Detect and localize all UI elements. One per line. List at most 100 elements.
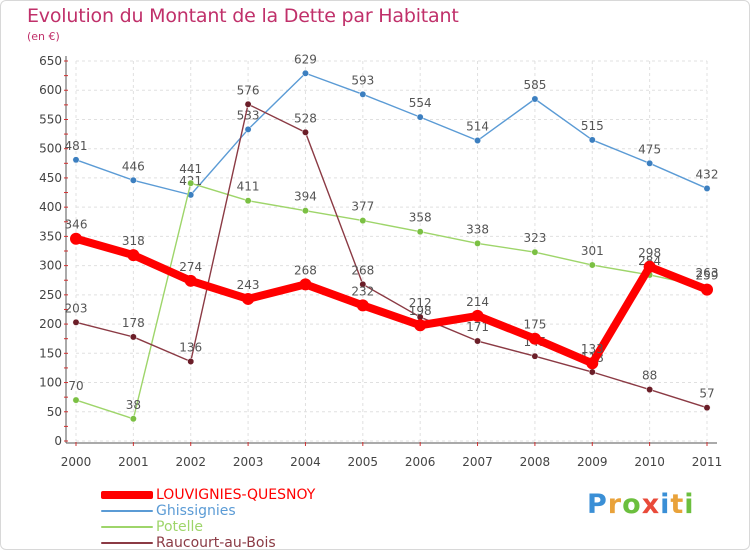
data-point xyxy=(72,396,80,404)
data-label: 175 xyxy=(523,318,546,332)
logo-letter: r xyxy=(607,489,623,520)
y-tick-label: 0 xyxy=(54,434,62,448)
data-point xyxy=(72,156,80,164)
data-label: 298 xyxy=(638,246,661,260)
x-tick-label: 2001 xyxy=(118,455,149,469)
data-point xyxy=(244,197,252,205)
x-tick-label: 2006 xyxy=(405,455,436,469)
data-point xyxy=(359,217,367,225)
legend-swatch xyxy=(101,510,153,512)
data-point xyxy=(646,386,654,394)
data-label: 88 xyxy=(642,369,657,383)
data-point xyxy=(414,319,427,332)
data-point xyxy=(586,357,599,370)
data-point xyxy=(302,207,309,215)
data-point xyxy=(70,232,82,245)
data-label: 301 xyxy=(581,244,604,258)
data-label: 133 xyxy=(581,342,604,356)
data-point xyxy=(471,309,484,322)
data-label: 394 xyxy=(294,190,317,204)
logo-letter: t xyxy=(670,489,685,520)
series-line xyxy=(75,72,708,196)
data-point xyxy=(474,137,481,144)
data-point xyxy=(302,128,309,136)
proxiti-logo: Proxiti xyxy=(587,489,695,520)
data-point xyxy=(187,179,195,187)
x-tick-label: 2011 xyxy=(692,455,723,469)
data-point xyxy=(531,95,539,103)
y-tick-label: 600 xyxy=(39,83,62,97)
data-point xyxy=(528,332,541,345)
y-tick-label: 350 xyxy=(39,229,62,243)
data-label: 533 xyxy=(237,108,260,122)
legend-swatch xyxy=(101,526,153,528)
data-label: 514 xyxy=(466,120,489,134)
x-tick-label: 2004 xyxy=(290,455,321,469)
data-label: 214 xyxy=(466,295,489,309)
data-label: 358 xyxy=(409,211,432,225)
legend-swatch xyxy=(101,491,153,499)
data-point xyxy=(643,260,656,273)
y-tick-label: 650 xyxy=(39,54,62,68)
data-label: 629 xyxy=(294,52,317,66)
data-label: 346 xyxy=(65,218,88,232)
data-label: 318 xyxy=(122,234,145,248)
x-tick-label: 2000 xyxy=(61,455,92,469)
data-point xyxy=(187,358,195,365)
data-label: 198 xyxy=(409,304,432,318)
data-point xyxy=(299,278,312,291)
data-label: 263 xyxy=(696,266,719,280)
data-label: 515 xyxy=(581,119,604,133)
data-label: 243 xyxy=(237,278,260,292)
data-label: 338 xyxy=(466,222,489,236)
data-point xyxy=(242,292,255,305)
y-tick-label: 500 xyxy=(39,142,62,156)
data-label: 136 xyxy=(179,340,202,354)
data-point xyxy=(416,228,424,236)
logo-letter: x xyxy=(641,489,661,520)
legend-label: Raucourt-au-Bois xyxy=(156,535,276,550)
chart-title: Evolution du Montant de la Dette par Hab… xyxy=(27,5,459,27)
x-tick-label: 2007 xyxy=(462,455,493,469)
data-point xyxy=(72,318,80,326)
data-label: 203 xyxy=(65,301,88,315)
y-tick-label: 450 xyxy=(39,171,62,185)
y-tick-label: 550 xyxy=(39,112,62,126)
data-point xyxy=(701,283,713,296)
data-label: 57 xyxy=(699,387,714,401)
data-label: 528 xyxy=(294,111,317,125)
series-line xyxy=(72,234,711,368)
y-tick-label: 150 xyxy=(39,346,62,360)
x-tick-label: 2003 xyxy=(233,455,264,469)
data-label: 259 xyxy=(696,269,719,283)
data-point xyxy=(184,274,197,287)
data-label: 178 xyxy=(122,316,145,330)
data-point xyxy=(531,352,539,360)
x-tick-label: 2008 xyxy=(520,455,551,469)
data-label: 212 xyxy=(409,296,432,310)
data-point xyxy=(244,100,252,108)
y-tick-label: 50 xyxy=(47,405,62,419)
series-line xyxy=(75,182,708,420)
y-tick-label: 200 xyxy=(39,317,62,331)
data-label: 38 xyxy=(126,398,141,412)
data-point xyxy=(703,404,711,412)
data-point xyxy=(129,333,137,341)
data-point xyxy=(129,415,137,423)
data-point xyxy=(302,69,309,77)
legend-label: LOUVIGNIES-QUESNOY xyxy=(156,487,316,503)
x-tick-label: 2010 xyxy=(634,455,665,469)
logo-letter: P xyxy=(587,489,608,520)
data-label: 171 xyxy=(466,320,489,334)
data-point xyxy=(588,368,596,376)
data-label: 481 xyxy=(65,139,88,153)
data-label: 411 xyxy=(237,180,260,194)
data-label: 377 xyxy=(351,200,374,214)
data-point xyxy=(474,337,481,345)
data-label: 323 xyxy=(523,231,546,245)
y-tick-label: 100 xyxy=(39,376,62,390)
y-tick-label: 250 xyxy=(39,288,62,302)
data-label: 432 xyxy=(696,167,719,181)
